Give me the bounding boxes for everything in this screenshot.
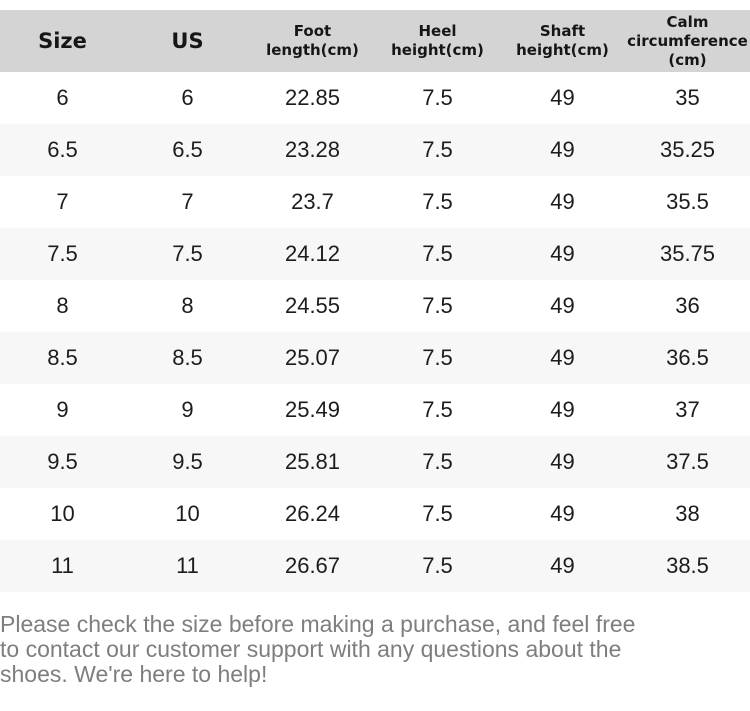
table-row: 6.5 6.5 23.28 7.5 49 35.25 [0,124,750,176]
table-cell: 6.5 [47,137,78,162]
purchase-note: Please check the size before making a pu… [0,612,750,687]
table-cell: 7.5 [422,241,453,266]
table-cell: 23.7 [291,189,334,214]
table-cell: 49 [550,501,575,526]
table-cell: 6.5 [172,137,203,162]
table-cell: 8.5 [172,345,203,370]
table-cell: 7 [56,189,69,214]
table-cell: 24.55 [284,293,341,318]
table-cell: 49 [550,85,575,110]
table-cell: 9 [56,397,69,422]
header-row: Size US Foot length(cm) Heel height(cm) … [0,10,750,72]
table-row: 8 8 24.55 7.5 49 36 [0,280,750,332]
column-header-heel-height: Heel height(cm) [375,10,500,72]
table-cell: 35.75 [659,241,716,266]
table-cell: 24.12 [284,241,341,266]
table-cell: 36 [675,293,700,318]
table-row: 9.5 9.5 25.81 7.5 49 37.5 [0,436,750,488]
table-cell: 35 [675,85,700,110]
table-cell: 38.5 [666,553,709,578]
column-header-foot-length: Foot length(cm) [250,10,375,72]
table-cell: 11 [176,553,199,578]
table-cell: 35.5 [666,189,709,214]
table-row: 6 6 22.85 7.5 49 35 [0,72,750,124]
table-cell: 25.81 [284,449,341,474]
table-cell: 6 [181,85,194,110]
column-header-shaft-height: Shaft height(cm) [500,10,625,72]
table-cell: 35.25 [659,137,716,162]
table-cell: 10 [175,501,200,526]
table-cell: 26.67 [284,553,341,578]
table-cell: 9.5 [172,449,203,474]
table-cell: 7.5 [422,85,453,110]
table-cell: 7.5 [422,501,453,526]
note-line: to contact our customer support with any… [0,636,622,662]
table-cell: 7.5 [172,241,203,266]
table-cell: 10 [50,501,75,526]
table-cell: 25.07 [284,345,341,370]
table-row: 7.5 7.5 24.12 7.5 49 35.75 [0,228,750,280]
table-cell: 49 [550,189,575,214]
table-cell: 7 [181,189,194,214]
table-cell: 9 [181,397,194,422]
table-cell: 9.5 [47,449,78,474]
table-cell: 7.5 [47,241,78,266]
table-row: 7 7 23.7 7.5 49 35.5 [0,176,750,228]
column-header-calm-circumference: Calm circumference(cm) [625,10,750,72]
note-line: Please check the size before making a pu… [0,611,636,637]
table-body: 6 6 22.85 7.5 49 35 6.5 6.5 23.28 7.5 49 35.25 7 7 23.… [0,72,750,592]
table-cell: 8 [181,293,194,318]
table-cell: 49 [550,553,575,578]
table-row: 11 11 26.67 7.5 49 38.5 [0,540,750,592]
table-cell: 26.24 [284,501,341,526]
table-cell: 7.5 [422,397,453,422]
table-cell: 49 [550,241,575,266]
note-line: shoes. We're here to help! [0,661,268,687]
table-cell: 7.5 [422,189,453,214]
table-row: 10 10 26.24 7.5 49 38 [0,488,750,540]
table-cell: 49 [550,397,575,422]
table-cell: 49 [550,449,575,474]
size-chart-table: Size US Foot length(cm) Heel height(cm) … [0,10,750,592]
table-cell: 7.5 [422,137,453,162]
table-row: 8.5 8.5 25.07 7.5 49 36.5 [0,332,750,384]
table-cell: 6 [56,85,69,110]
table-cell: 49 [550,293,575,318]
column-header-size: Size [0,10,125,72]
column-header-us: US [125,10,250,72]
table-cell: 49 [550,345,575,370]
table-cell: 36.5 [666,345,709,370]
table-cell: 37.5 [666,449,709,474]
table-header: Size US Foot length(cm) Heel height(cm) … [0,10,750,72]
table-cell: 22.85 [284,85,341,110]
table-cell: 8.5 [47,345,78,370]
table-cell: 25.49 [284,397,341,422]
table-cell: 7.5 [422,293,453,318]
table-cell: 7.5 [422,345,453,370]
table-cell: 7.5 [422,553,453,578]
size-chart-page: Size US Foot length(cm) Heel height(cm) … [0,10,750,687]
table-row: 9 9 25.49 7.5 49 37 [0,384,750,436]
table-cell: 38 [675,501,700,526]
table-cell: 37 [675,397,700,422]
table-cell: 8 [56,293,69,318]
table-cell: 11 [51,553,74,578]
table-cell: 7.5 [422,449,453,474]
table-cell: 49 [550,137,575,162]
table-cell: 23.28 [284,137,341,162]
